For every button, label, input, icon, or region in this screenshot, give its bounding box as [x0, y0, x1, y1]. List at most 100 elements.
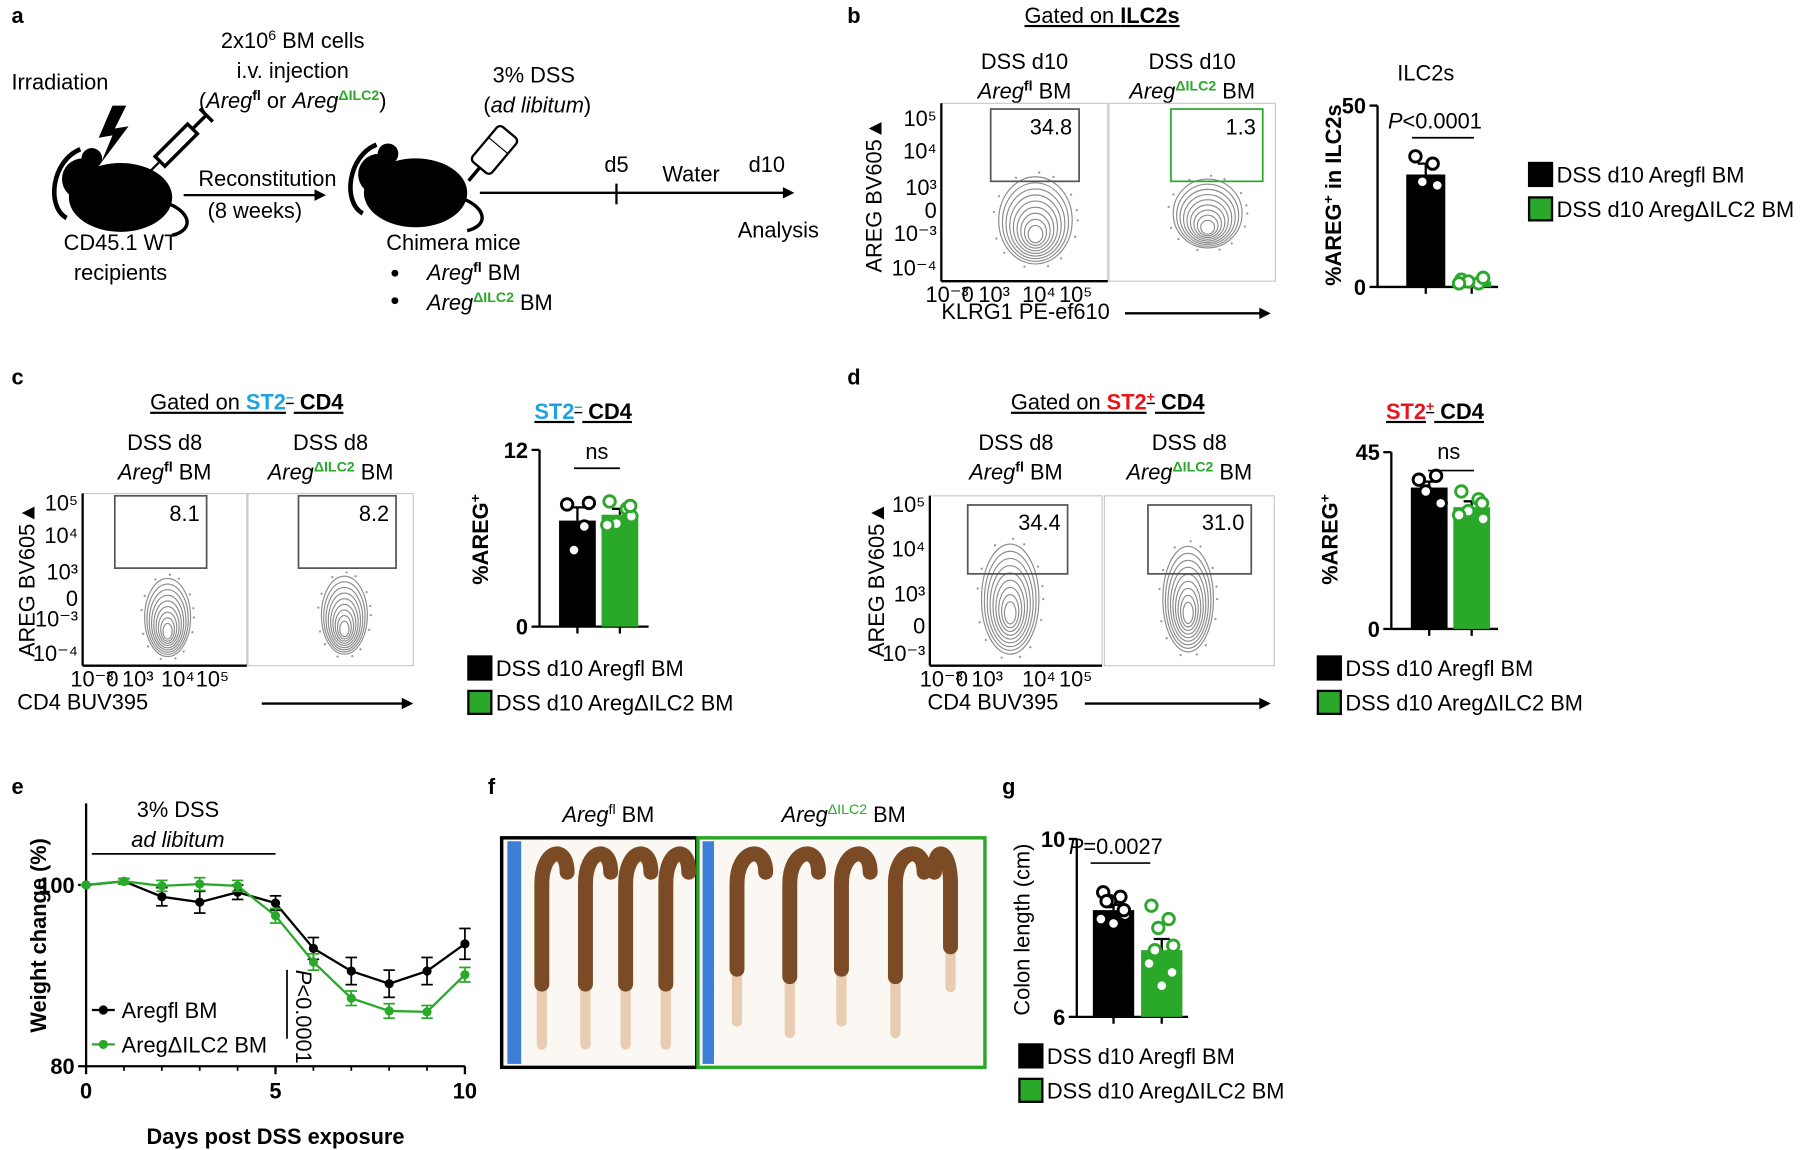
arrow-head [1259, 307, 1271, 320]
gate [113, 494, 208, 569]
colon [534, 846, 575, 992]
event [1011, 537, 1015, 540]
annotation: ns [585, 439, 608, 464]
data-point [233, 887, 243, 897]
legend-label: DSS d10 Aregfl BM [1047, 1044, 1235, 1069]
event [154, 578, 157, 581]
text-part: BM [1033, 79, 1072, 104]
label: 2x106 BM cells [221, 28, 365, 53]
gate-value: 1.3 [1226, 114, 1256, 139]
axis-label: %AREG+ [468, 494, 493, 585]
event [182, 650, 185, 653]
legend-label: DSS d10 AregΔILC2 BM [1345, 690, 1583, 715]
text-part: BM [1213, 460, 1252, 485]
legend-swatch [1527, 196, 1554, 222]
contour [1186, 199, 1229, 242]
data-point [460, 939, 470, 949]
y-tick-label: 45 [1356, 440, 1380, 465]
event [1223, 178, 1226, 181]
contour [1182, 601, 1194, 625]
text-part: ST2 [246, 390, 286, 415]
panel-label: g [1002, 774, 1015, 799]
lightning [98, 105, 129, 163]
label: (ad libitum) [483, 92, 591, 117]
event [1060, 257, 1063, 260]
event [1165, 637, 1168, 640]
y-tick-label: 6 [1053, 1005, 1065, 1030]
label: DSS d8 [293, 430, 368, 455]
legend-marker [98, 1005, 108, 1015]
text-part: fl [252, 88, 261, 104]
label: d5 [604, 152, 628, 177]
text-part: Areg [560, 802, 608, 827]
data-point [1151, 920, 1166, 936]
data-point [1161, 911, 1176, 927]
contour [336, 614, 352, 640]
data-point [577, 519, 592, 534]
contour [1005, 188, 1066, 260]
contour [989, 565, 1031, 644]
panel-label: b [847, 3, 860, 28]
data-point [422, 966, 432, 976]
text-part: ST2 [1107, 390, 1147, 415]
contour [1001, 182, 1070, 262]
event [1003, 251, 1006, 254]
contour [1169, 566, 1207, 642]
text-part: Areg [780, 802, 828, 827]
data-point [566, 542, 582, 558]
text-part: ( [199, 88, 207, 113]
event [1230, 242, 1233, 245]
flow-tick-label: 10⁵ [903, 106, 936, 131]
text-part: BM [355, 460, 394, 485]
gate-value: 34.8 [1030, 114, 1072, 139]
legend-label: AregΔILC2 BM [122, 1032, 267, 1057]
event [1179, 654, 1182, 657]
contour [1174, 580, 1202, 635]
arrow-head [401, 697, 414, 710]
data-point [602, 494, 617, 509]
contour [1196, 214, 1219, 237]
contour [1012, 200, 1059, 254]
event [140, 608, 143, 612]
event [323, 643, 327, 646]
gate-value: 31.0 [1202, 510, 1244, 535]
text-part: %AREG [1317, 502, 1342, 584]
text-part: fl [609, 802, 616, 818]
event [142, 632, 145, 635]
text-part: Areg [116, 460, 164, 485]
label: Aregfl BM [976, 79, 1071, 104]
panel-label: d [847, 364, 860, 389]
flow-tick-label: 10³ [978, 282, 1010, 307]
flow-tick-label: 10⁻³ [35, 607, 78, 632]
panel-label: a [11, 3, 24, 28]
event [1195, 653, 1198, 656]
data-point [1106, 916, 1121, 931]
event [336, 655, 339, 658]
text-part: Areg [290, 88, 338, 113]
contour [998, 586, 1023, 633]
event [1209, 174, 1213, 177]
event [1173, 546, 1176, 549]
event [997, 195, 1001, 198]
arrow-head [782, 187, 795, 199]
y-tick-label: 100 [38, 873, 74, 898]
event [369, 614, 372, 617]
contour [1182, 193, 1233, 244]
event [354, 575, 357, 578]
text-part: ILC2s [1120, 3, 1179, 28]
event [1211, 566, 1214, 570]
text-part: CD4 [582, 399, 632, 424]
data-point [1411, 472, 1427, 487]
colon [618, 846, 659, 992]
event [1046, 264, 1050, 268]
event [177, 577, 180, 580]
text-part: BM cells [276, 28, 365, 53]
event [980, 567, 983, 570]
label: Water [662, 161, 719, 186]
data-point [1425, 156, 1440, 171]
event [1041, 584, 1044, 588]
contour [1003, 601, 1017, 625]
contour [1164, 552, 1212, 649]
text-part: ST2 [1386, 399, 1426, 424]
text-part: + [1321, 195, 1337, 203]
